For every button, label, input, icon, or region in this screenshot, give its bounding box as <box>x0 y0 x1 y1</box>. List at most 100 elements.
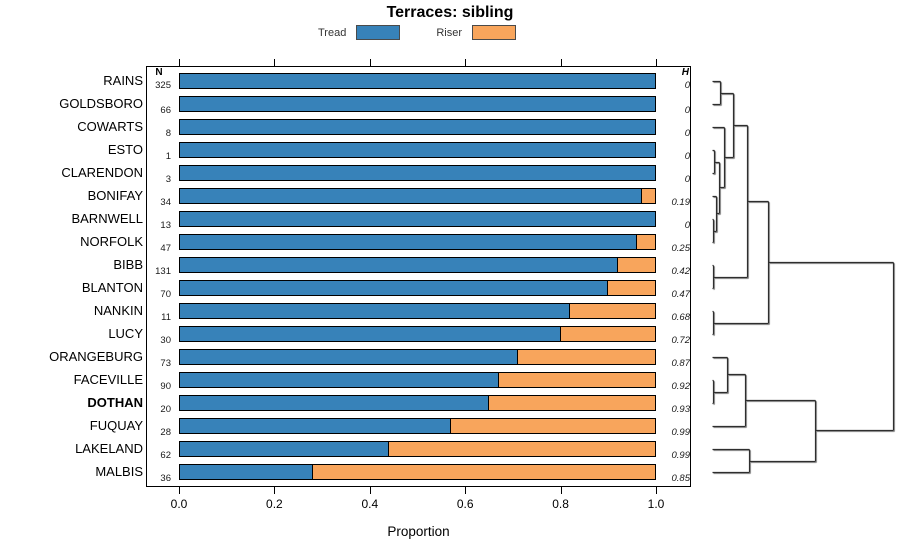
chart-title: Terraces: sibling <box>386 4 514 21</box>
n-value: 70 <box>160 289 171 300</box>
bar-riser-segment <box>635 234 656 250</box>
h-value: 0 <box>684 128 690 139</box>
h-value: 0 <box>684 220 690 231</box>
h-column-header: H <box>681 67 689 78</box>
n-value: 1 <box>165 151 171 162</box>
row-label: BLANTON <box>81 280 143 295</box>
n-column-header: N <box>155 67 163 78</box>
bar-riser-segment <box>497 372 656 388</box>
legend-label-riser: Riser <box>436 26 462 39</box>
x-axis-tick-bottom <box>179 487 180 494</box>
bar-tread-segment <box>179 73 656 89</box>
bar-riser-segment <box>606 280 656 296</box>
row-label: BONIFAY <box>87 188 143 203</box>
n-value: 13 <box>160 220 171 231</box>
n-value: 11 <box>161 312 171 323</box>
n-value: 325 <box>155 80 171 91</box>
bar-riser-segment <box>311 464 656 480</box>
h-value: 0 <box>684 105 690 116</box>
h-value: 0 <box>684 151 690 162</box>
n-value: 36 <box>160 473 171 484</box>
n-value: 73 <box>160 358 171 369</box>
bar-riser-segment <box>449 418 656 434</box>
n-value: 47 <box>160 243 171 254</box>
n-value: 28 <box>160 427 171 438</box>
bar-tread-segment <box>179 211 656 227</box>
h-value: 0 <box>684 174 690 185</box>
h-value: 0.19 <box>671 197 691 208</box>
row-label: COWARTS <box>77 119 143 134</box>
bar-riser-segment <box>387 441 656 457</box>
h-value: 0.87 <box>671 358 691 369</box>
n-value: 90 <box>160 381 171 392</box>
h-value: 0.25 <box>671 243 691 254</box>
legend-swatch-riser <box>472 25 516 40</box>
row-label: LUCY <box>108 326 143 341</box>
dendrogram-lines <box>712 80 895 474</box>
n-value: 20 <box>160 404 171 415</box>
x-axis-tick-bottom <box>274 487 276 494</box>
h-value: 0.99 <box>671 450 691 461</box>
row-label: BARNWELL <box>71 211 143 226</box>
h-value: 0.92 <box>671 381 691 392</box>
bar-tread-segment <box>179 96 656 112</box>
h-value: 0 <box>684 80 690 91</box>
x-axis-tick-label: 0.6 <box>456 497 474 511</box>
x-axis-tick-label: 0.4 <box>361 497 379 511</box>
row-label: FACEVILLE <box>73 372 143 387</box>
plot-area-frame <box>146 66 691 487</box>
x-axis-tick-top <box>369 59 371 66</box>
x-axis-tick-top <box>179 59 180 66</box>
legend-label-tread: Tread <box>318 26 347 39</box>
row-label: ESTO <box>107 142 143 157</box>
bar-tread-segment <box>179 142 656 158</box>
h-value: 0.42 <box>671 266 691 277</box>
x-axis-tick-bottom <box>465 487 467 494</box>
n-value: 62 <box>160 450 171 461</box>
row-label: NANKIN <box>93 303 143 318</box>
x-axis-tick-top <box>465 59 467 66</box>
bar-tread-segment <box>179 165 656 181</box>
h-value: 0.99 <box>671 427 691 438</box>
x-axis-tick-top <box>656 59 657 66</box>
legend-swatch-tread <box>356 25 401 40</box>
bar-riser-segment <box>640 188 656 204</box>
x-axis-tick-label: 0.8 <box>552 497 569 511</box>
row-label: LAKELAND <box>75 441 143 456</box>
n-value: 131 <box>155 266 171 277</box>
x-axis-tick-label: 0.2 <box>266 497 283 511</box>
h-value: 0.68 <box>671 312 691 323</box>
row-label: NORFOLK <box>80 234 143 249</box>
row-label: MALBIS <box>95 464 143 479</box>
row-label: FUQUAY <box>89 418 143 433</box>
legend: Tread Riser <box>0 25 834 40</box>
n-value: 34 <box>160 197 171 208</box>
h-value: 0.72 <box>671 335 691 346</box>
x-axis-tick-label: 0.0 <box>170 497 188 511</box>
bar-riser-segment <box>568 303 656 319</box>
x-axis-label: Proportion <box>387 524 450 539</box>
n-value: 8 <box>165 128 171 139</box>
bar-riser-segment <box>516 349 656 365</box>
bar-tread-segment <box>179 119 656 135</box>
bar-riser-segment <box>487 395 656 411</box>
n-value: 66 <box>160 105 171 116</box>
h-value: 0.85 <box>671 473 691 484</box>
x-axis-tick-bottom <box>369 487 371 494</box>
bar-riser-segment <box>559 326 656 342</box>
n-value: 30 <box>160 335 171 346</box>
x-axis-tick-bottom <box>560 487 562 494</box>
h-value: 0.93 <box>671 404 691 415</box>
n-value: 3 <box>165 174 171 185</box>
row-label: GOLDSBORO <box>59 96 143 111</box>
h-value: 0.47 <box>671 289 691 300</box>
x-axis-tick-bottom <box>656 487 657 494</box>
row-label: ORANGEBURG <box>49 349 143 364</box>
x-axis-tick-top <box>274 59 276 66</box>
bar-riser-segment <box>616 257 656 273</box>
x-axis-tick-label: 1.0 <box>647 497 665 511</box>
x-axis-tick-top <box>560 59 562 66</box>
row-label: DOTHAN <box>87 395 143 410</box>
